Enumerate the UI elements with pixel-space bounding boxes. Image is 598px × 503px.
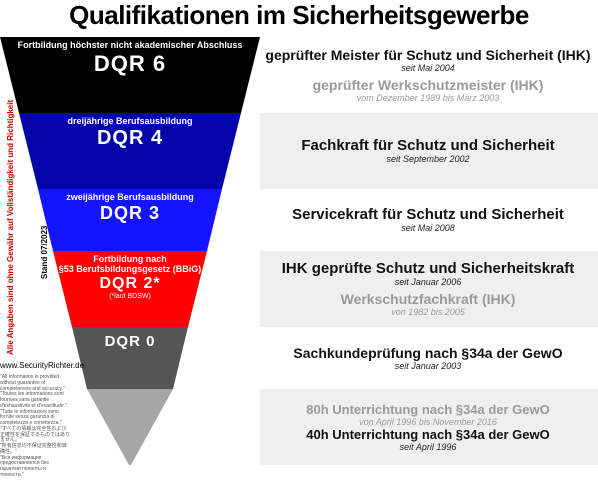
funnel-dqr-0: DQR 6 [0, 51, 260, 77]
qual-row-5: 80h Unterrichtung nach §34a der GewOvon … [260, 389, 598, 465]
funnel-dqr-3: DQR 2* [0, 275, 260, 293]
qual-main-1: Fachkraft für Schutz und Sicherheit [264, 137, 592, 154]
qual-sub-3: seit Januar 2006 [264, 277, 592, 287]
qual-sub-0: seit Mai 2004 [264, 63, 592, 73]
source-url: www.SecurityRichter.de [0, 361, 84, 370]
disclaimer-de: Alle Angaben sind ohne Gewähr auf Vollst… [6, 100, 15, 355]
funnel-segment-0: Fortbildung höchster nicht akademischer … [0, 37, 260, 113]
funnel-desc-1: dreijährige Berufsausbildung [0, 113, 260, 127]
qual-main-5: 40h Unterrichtung nach §34a der GewO [264, 427, 592, 442]
funnel-segment-2: zweijährige BerufsausbildungDQR 3 [0, 189, 260, 251]
body: Fortbildung höchster nicht akademischer … [0, 37, 598, 465]
qual-main-0: geprüfter Meister für Schutz und Sicherh… [264, 47, 592, 63]
qual-old-5: 80h Unterrichtung nach §34a der GewO [264, 402, 592, 417]
funnel-segment-3: Fortbildung nach§53 Berufsbildungsgesetz… [0, 251, 260, 327]
qual-oldsub-5: von April 1996 bis November 2016 [264, 417, 592, 427]
funnel-desc-0: Fortbildung höchster nicht akademischer … [0, 37, 260, 51]
qual-row-0: geprüfter Meister für Schutz und Sicherh… [260, 37, 598, 113]
page-title: Qualifikationen im Sicherheitsgewerbe [0, 0, 598, 31]
qual-main-3: IHK geprüfte Schutz und Sicherheitskraft [264, 260, 592, 277]
funnel-desc-2: zweijährige Berufsausbildung [0, 189, 260, 203]
funnel-sub-3: (*laut BDSW) [0, 293, 260, 300]
funnel-column: Fortbildung höchster nicht akademischer … [0, 37, 260, 465]
funnel-segment-1: dreijährige BerufsausbildungDQR 4 [0, 113, 260, 189]
funnel-dqr-4: DQR 0 [0, 333, 260, 350]
funnel-dqr-2: DQR 3 [0, 203, 260, 224]
qual-sub-4: seit Januar 2003 [264, 361, 592, 371]
qual-row-2: Servicekraft für Schutz und Sicherheitse… [260, 189, 598, 251]
funnel-desc-3: Fortbildung nach§53 Berufsbildungsgesetz… [0, 251, 260, 275]
qual-row-1: Fachkraft für Schutz und Sicherheitseit … [260, 113, 598, 189]
qual-oldsub-0: vom Dezember 1989 bis März 2003 [264, 93, 592, 103]
qual-oldsub-3: von 1982 bis 2005 [264, 307, 592, 317]
qual-row-4: Sachkundeprüfung nach §34a der GewOseit … [260, 327, 598, 389]
qual-main-2: Servicekraft für Schutz und Sicherheit [264, 206, 592, 223]
fineprint: "All information is provided without gua… [0, 375, 70, 479]
qualifications-column: geprüfter Meister für Schutz und Sicherh… [260, 37, 598, 465]
qual-old-3: Werkschutzfachkraft (IHK) [264, 291, 592, 307]
qual-sub-1: seit September 2002 [264, 154, 592, 164]
qual-row-3: IHK geprüfte Schutz und Sicherheitskraft… [260, 251, 598, 327]
date-stand: Stand 07/2023 [40, 226, 49, 279]
qual-sub-2: seit Mai 2008 [264, 223, 592, 233]
funnel-dqr-1: DQR 4 [0, 127, 260, 150]
qual-old-0: geprüfter Werkschutzmeister (IHK) [264, 77, 592, 93]
qual-sub-5: seit April 1996 [264, 442, 592, 452]
qual-main-4: Sachkundeprüfung nach §34a der GewO [264, 345, 592, 361]
